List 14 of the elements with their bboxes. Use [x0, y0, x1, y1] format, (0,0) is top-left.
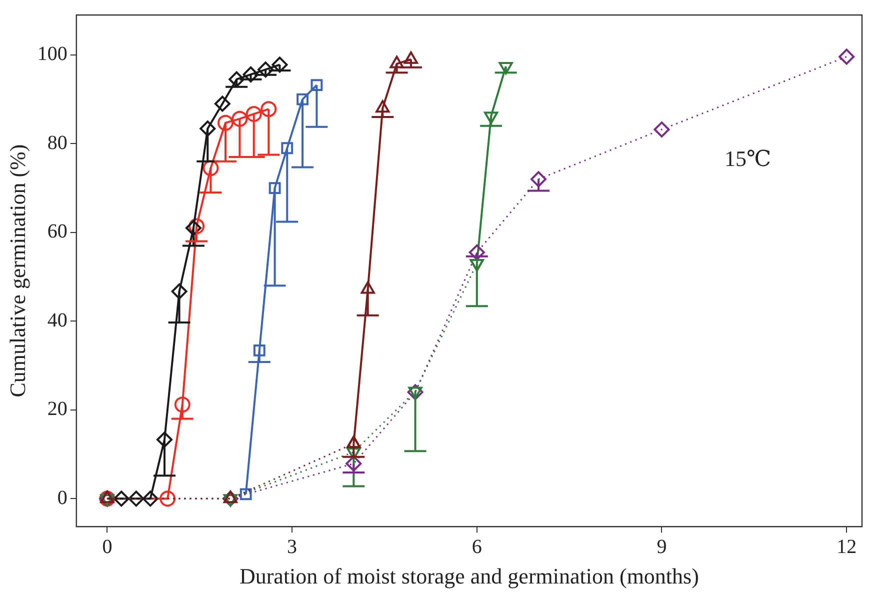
y-tick-label: 100 [37, 43, 68, 66]
x-tick-label: 0 [102, 536, 112, 558]
y-axis-title: Cumulative germination (%) [4, 144, 30, 398]
x-tick-label: 9 [656, 536, 667, 558]
x-axis-title: Duration of moist storage and germination (months) [239, 564, 699, 589]
y-tick-label: 0 [57, 486, 68, 509]
y-tick-label: 20 [47, 398, 68, 420]
y-tick-label: 80 [47, 132, 68, 154]
y-tick-label: 60 [47, 220, 68, 243]
x-tick-label: 12 [836, 536, 857, 558]
x-tick-label: 6 [472, 536, 482, 558]
x-tick-label: 3 [287, 536, 298, 558]
annotation: 15℃ [724, 146, 772, 171]
y-tick-label: 40 [47, 309, 68, 332]
